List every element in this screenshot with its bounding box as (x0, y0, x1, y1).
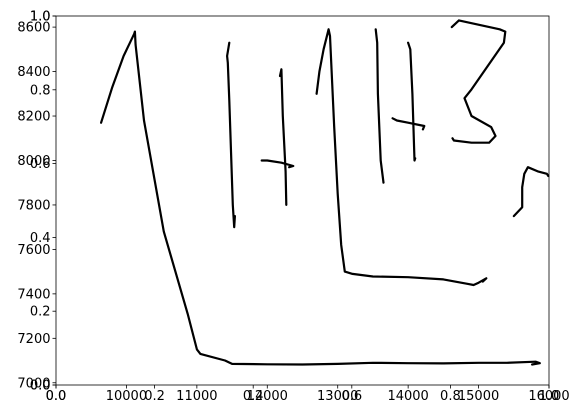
x-tick-label: 1.0 (539, 389, 560, 404)
axes-frame (55, 15, 550, 386)
stroke-line-10 (512, 166, 550, 218)
x-tick-label: 16000 (528, 389, 569, 404)
x-tick-label: 0.2 (144, 389, 165, 404)
x-tick-label: 10000 (106, 389, 147, 404)
y-tick-label: 8000 (17, 154, 50, 169)
series-layer (100, 19, 550, 366)
x-tick-label: 0.6 (341, 389, 362, 404)
stroke-line-2 (226, 41, 236, 229)
y-tick-label: 1.0 (30, 10, 51, 25)
x-tick-label: 0.0 (46, 389, 67, 404)
y-tick-label: 8200 (17, 110, 50, 125)
x-tick-label: 0.8 (440, 389, 461, 404)
x-tick-label: 11000 (176, 389, 217, 404)
x-tick-label: 15000 (458, 389, 499, 404)
stroke-line-9 (450, 19, 507, 144)
stroke-line-6 (374, 28, 385, 184)
y-tick-label: 0.0 (30, 379, 51, 394)
x-tick-label: 1.0 (539, 389, 560, 404)
x-tick-label: 12000 (247, 389, 288, 404)
stroke-line-3 (278, 68, 288, 206)
stroke-line-1 (100, 30, 541, 366)
stroke-line-8 (391, 117, 426, 131)
y-tick-label: 7400 (17, 287, 50, 302)
y-tick-label: 8600 (17, 21, 50, 36)
y-tick-label: 0.8 (30, 83, 51, 98)
stroke-line-7 (407, 41, 417, 162)
y-tick-label: 7000 (17, 376, 50, 391)
stroke-line-4 (260, 159, 295, 169)
y-tick-label: 7600 (17, 243, 50, 258)
y-tick-label: 7200 (17, 332, 50, 347)
y-tick-label: 8400 (17, 65, 50, 80)
y-tick-label: 0.0 (30, 379, 51, 394)
y-tick-label: 0.6 (30, 157, 51, 172)
x-tick-label: 0.4 (243, 389, 264, 404)
x-tick-label: 14000 (387, 389, 428, 404)
stroke-line-5 (315, 28, 488, 287)
tick-layer: 10000 11000 12000 13000 14000 15000 16000 7000 7… (17, 10, 569, 405)
y-tick-label: 7800 (17, 198, 50, 213)
x-tick-label: 0.0 (46, 389, 67, 404)
axes-border (55, 15, 550, 386)
x-tick-label: 13000 (317, 389, 358, 404)
y-tick-label: 0.2 (30, 305, 51, 320)
y-tick-label: 0.4 (30, 231, 51, 246)
y-tick-label: 1.0 (30, 10, 51, 25)
